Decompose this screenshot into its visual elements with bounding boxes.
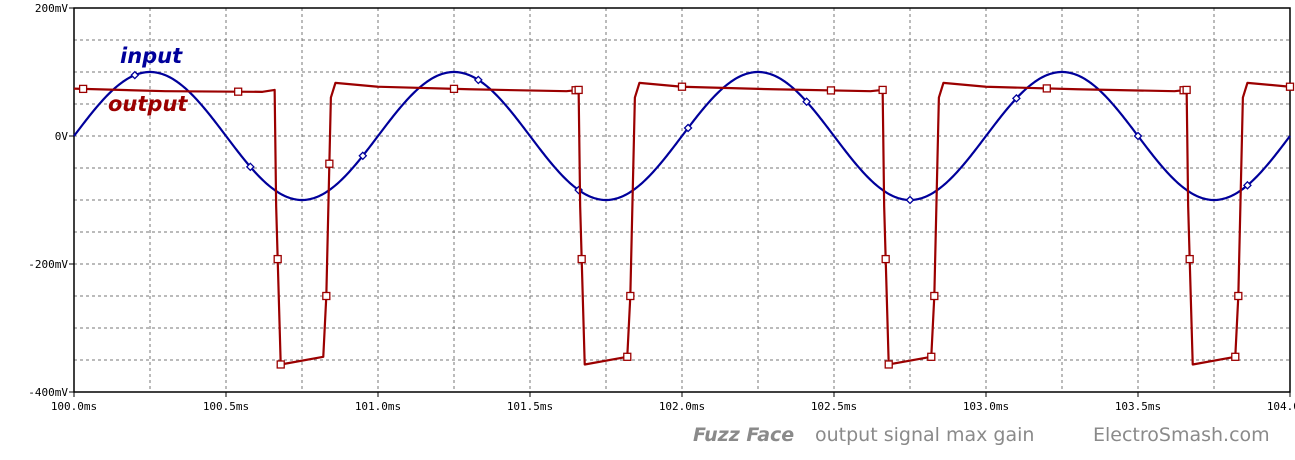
series-output-marker [574, 85, 583, 95]
series-output-marker [677, 82, 687, 91]
y-tick-label: -200mV [28, 258, 68, 271]
series-output-marker [623, 352, 632, 361]
series-output-marker [322, 291, 331, 301]
x-tick-label: 100.5ms [203, 400, 249, 413]
series-output-marker [577, 254, 586, 264]
footer-site: ElectroSmash.com [1093, 424, 1270, 446]
x-tick-label: 101.5ms [507, 400, 553, 413]
series-output-marker [273, 254, 282, 264]
y-tick-label: 200mV [35, 2, 68, 15]
x-tick-label: 103.0ms [963, 400, 1009, 413]
series-output-marker [1042, 84, 1051, 93]
series-output-marker [1182, 85, 1191, 95]
series-input-marker [245, 162, 255, 172]
y-tick-label: 0V [55, 130, 69, 143]
series-input-marker [1011, 93, 1021, 103]
x-tick-label: 100.0ms [51, 400, 97, 413]
series-input-marker [358, 151, 368, 161]
series-output-marker [884, 360, 893, 369]
series-input-marker [683, 123, 693, 133]
x-tick-label: 103.5ms [1115, 400, 1161, 413]
x-tick-label: 102.0ms [659, 400, 705, 413]
series-input-marker [130, 70, 140, 80]
grid [74, 8, 1290, 392]
series-output-marker [1285, 82, 1295, 91]
series-output-marker [1185, 254, 1194, 264]
footer-title: Fuzz Face [693, 424, 795, 446]
series-output-marker [878, 85, 887, 95]
annotations: input output [108, 44, 188, 116]
series-output-marker [234, 87, 243, 96]
series-output-marker [626, 291, 635, 301]
series-output-marker [325, 159, 334, 168]
series-layer [73, 70, 1295, 369]
series-input-marker [802, 97, 812, 107]
series-input-marker [1243, 180, 1252, 190]
footer: Fuzz Face output signal max gain Electro… [0, 420, 1295, 460]
x-tick-label: 102.5ms [811, 400, 857, 413]
series-output-marker [1231, 352, 1240, 361]
series-output-marker [930, 291, 939, 301]
x-tick-label: 104.0ms [1267, 400, 1295, 413]
series-output-marker [449, 84, 459, 94]
series-output-marker [1234, 291, 1243, 301]
y-tick-label: -400mV [28, 386, 68, 399]
footer-subtitle: output signal max gain [815, 424, 1035, 446]
output-annotation: output [108, 92, 188, 116]
series-output-marker [927, 352, 936, 361]
series-output-marker [881, 254, 890, 264]
series-output-marker [276, 360, 285, 369]
series-input-marker [905, 195, 915, 205]
input-annotation: input [120, 44, 183, 68]
series-output-marker [78, 84, 88, 94]
series-output-marker [826, 86, 836, 95]
series-input-marker [1133, 131, 1143, 141]
series-input-marker [473, 75, 483, 85]
x-tick-label: 101.0ms [355, 400, 401, 413]
